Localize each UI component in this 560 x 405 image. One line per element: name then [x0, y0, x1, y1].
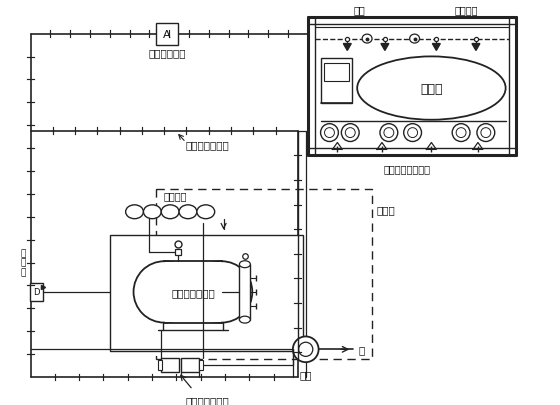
Bar	[110, 235, 303, 352]
Ellipse shape	[325, 128, 334, 138]
Ellipse shape	[342, 124, 359, 142]
Bar	[199, 360, 203, 370]
Ellipse shape	[125, 205, 143, 219]
Text: A: A	[164, 30, 171, 40]
Polygon shape	[472, 45, 480, 51]
Text: 探头: 探头	[353, 5, 365, 15]
Ellipse shape	[240, 261, 250, 268]
Bar	[158, 360, 162, 370]
Text: 囊式泡沫液储罐: 囊式泡沫液储罐	[171, 287, 215, 297]
Bar	[30, 284, 44, 301]
Bar	[181, 358, 199, 372]
Ellipse shape	[179, 205, 197, 219]
Ellipse shape	[357, 57, 506, 120]
Ellipse shape	[408, 128, 418, 138]
Ellipse shape	[346, 128, 355, 138]
Ellipse shape	[456, 128, 466, 138]
Ellipse shape	[384, 128, 394, 138]
Bar	[156, 190, 372, 359]
Text: 雨: 雨	[20, 248, 25, 257]
Bar	[164, 262, 222, 323]
Text: 泡沫比例混合器: 泡沫比例混合器	[186, 395, 230, 405]
Text: 泡沫混合液管线: 泡沫混合液管线	[186, 140, 230, 150]
Bar	[165, 262, 221, 322]
Ellipse shape	[298, 342, 313, 356]
Bar	[320, 59, 352, 104]
Text: 水泵: 水泵	[300, 369, 312, 379]
Ellipse shape	[477, 124, 494, 142]
Bar	[324, 64, 349, 82]
Text: 水: 水	[358, 345, 364, 354]
Text: 阀: 阀	[20, 268, 25, 277]
Polygon shape	[381, 45, 389, 51]
Ellipse shape	[197, 205, 214, 219]
Text: 油槽车: 油槽车	[420, 82, 442, 95]
Text: 信号放大装置: 信号放大装置	[148, 48, 186, 58]
Ellipse shape	[143, 205, 161, 219]
Polygon shape	[432, 45, 440, 51]
Ellipse shape	[161, 205, 179, 219]
Ellipse shape	[404, 124, 422, 142]
Ellipse shape	[240, 316, 250, 323]
Bar	[161, 358, 179, 372]
Text: 淋: 淋	[20, 258, 25, 267]
Ellipse shape	[133, 262, 195, 323]
Bar	[240, 264, 250, 320]
Ellipse shape	[409, 35, 419, 44]
Ellipse shape	[320, 124, 338, 142]
Ellipse shape	[293, 337, 319, 362]
Ellipse shape	[362, 35, 372, 44]
Ellipse shape	[452, 124, 470, 142]
Ellipse shape	[191, 262, 253, 323]
Bar	[156, 23, 178, 45]
Text: 泡沫喷头: 泡沫喷头	[454, 5, 478, 15]
Ellipse shape	[380, 124, 398, 142]
Text: 辅助软管: 辅助软管	[163, 190, 186, 200]
Text: 落地雾化泡沫喷头: 落地雾化泡沫喷头	[383, 164, 430, 174]
Polygon shape	[343, 45, 351, 51]
Text: D: D	[33, 288, 40, 297]
Text: 泡沫站: 泡沫站	[377, 204, 396, 214]
Ellipse shape	[481, 128, 491, 138]
